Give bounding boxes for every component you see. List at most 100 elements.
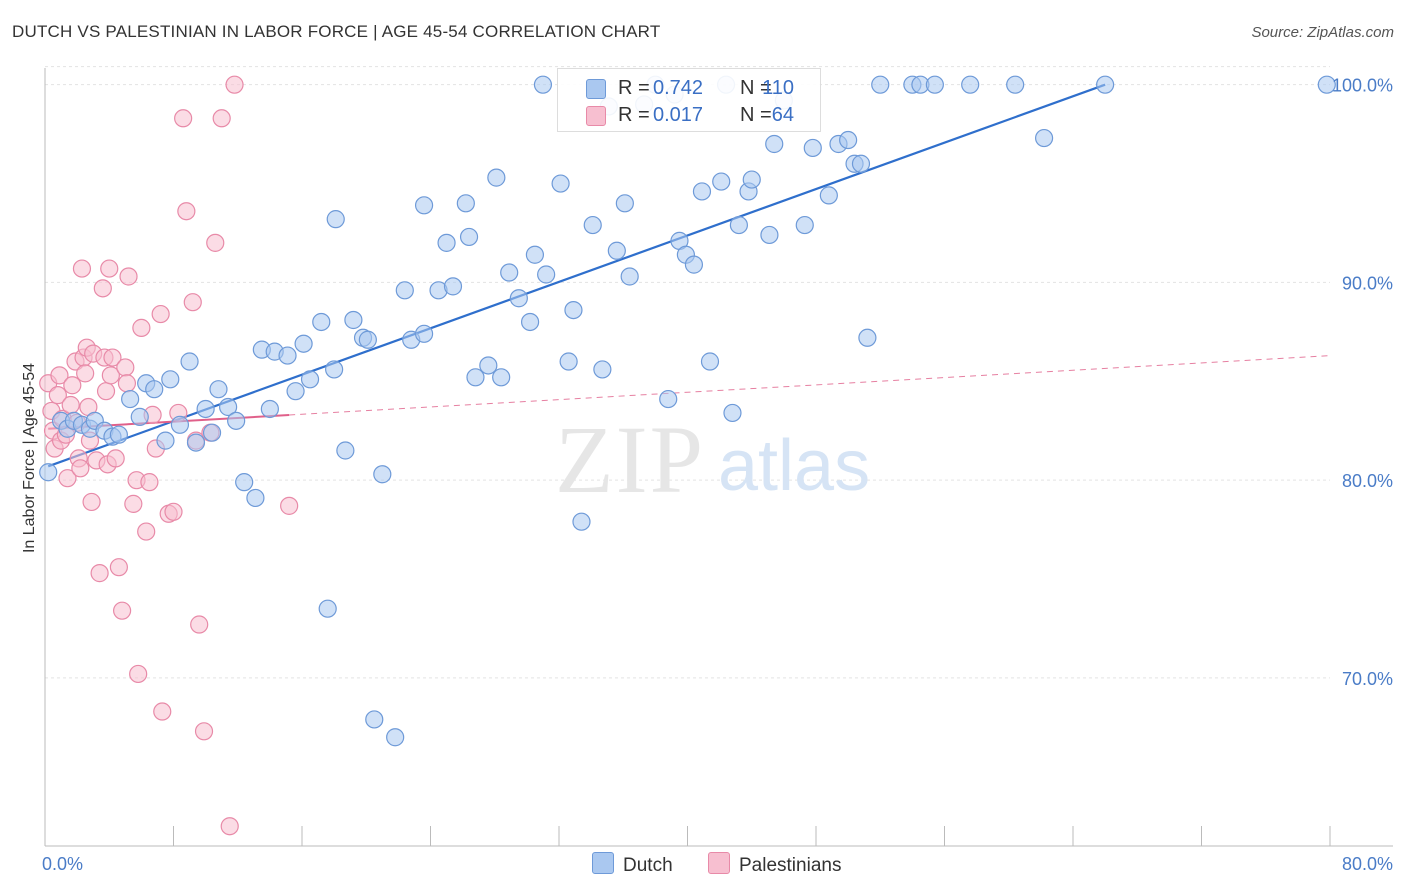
palestinians-point [220, 817, 239, 836]
palestinians-point [96, 382, 116, 401]
dutch-point [620, 267, 639, 286]
dutch-point [286, 382, 305, 401]
dutch-point [414, 324, 434, 343]
palestinians-point [76, 364, 95, 383]
dutch-point [344, 310, 363, 330]
dutch-point [871, 75, 890, 94]
x-tick-label-min: 0.0% [42, 854, 83, 874]
dutch-point [607, 241, 626, 260]
dutch-point [325, 360, 344, 379]
palestinians-legend-label: Palestinians [739, 855, 842, 876]
dutch-point [593, 360, 612, 379]
palestinians-point [116, 358, 135, 377]
palestinians-point [106, 449, 125, 468]
palestinians-points [39, 75, 299, 836]
dutch-point [246, 488, 265, 508]
dutch-point [765, 134, 784, 154]
y-tick-labels: 70.0% 80.0% 90.0% 100.0% [1332, 76, 1393, 689]
series-legend: Dutch Palestinians [0, 852, 1406, 878]
palestinians-point [50, 366, 69, 385]
dutch-point [851, 154, 871, 173]
palestinians-point [101, 366, 120, 385]
palestinians-point [63, 376, 82, 395]
dutch-point [723, 403, 742, 423]
dutch-point [803, 138, 822, 158]
legend-item-palestinians[interactable]: Palestinians [708, 852, 841, 877]
dutch-point [358, 330, 377, 349]
watermark: ZIP atlas [555, 406, 870, 513]
dutch-point [170, 415, 190, 434]
palestinians-point [153, 702, 172, 721]
legend-item-dutch[interactable]: Dutch [592, 852, 673, 877]
dutch-point [572, 512, 591, 531]
legend-n-value: 64 [771, 104, 794, 126]
dutch-point [760, 225, 779, 245]
palestinians-point [103, 348, 122, 367]
palestinians-point [212, 109, 231, 128]
palestinians-point [119, 267, 138, 286]
dutch-point [819, 186, 838, 205]
dutch-point [373, 465, 392, 484]
dutch-point [161, 370, 180, 389]
palestinians-point [100, 259, 119, 278]
palestinians-point [190, 615, 209, 634]
dutch-point [260, 399, 279, 419]
dutch-point [227, 411, 246, 430]
palestinians-point [132, 318, 151, 337]
dutch-point [684, 255, 704, 274]
dutch-point [795, 215, 814, 235]
dutch-point [525, 245, 545, 264]
y-tick-label: 80.0% [1342, 471, 1393, 491]
dutch-point [500, 263, 519, 282]
palestinians-point [112, 601, 132, 620]
dutch-point [365, 710, 384, 729]
legend-n-label: N = [740, 77, 772, 99]
dutch-point [1096, 75, 1115, 94]
palestinians-point [129, 664, 148, 684]
dutch-point [712, 172, 731, 191]
dutch-point [479, 356, 498, 375]
dutch-point [156, 431, 175, 450]
dutch-point [278, 346, 297, 365]
chart-title: DUTCH VS PALESTINIAN IN LABOR FORCE | AG… [12, 22, 661, 41]
dutch-legend-label: Dutch [623, 855, 673, 876]
dutch-point [551, 174, 570, 193]
dutch-point [121, 389, 140, 409]
dutch-point [414, 196, 434, 215]
palestinians-point [71, 459, 90, 478]
dutch-point [395, 281, 414, 300]
palestinians-point [124, 494, 143, 513]
dutch-point [336, 441, 355, 460]
palestinians-point [174, 109, 193, 128]
palestinians-point [177, 202, 196, 221]
dutch-point [209, 380, 228, 399]
dutch-point [1317, 75, 1336, 94]
palestinians-legend-swatch [708, 852, 730, 874]
dutch-point [509, 289, 528, 308]
palestinians-point [82, 492, 101, 512]
dutch-points [39, 75, 1336, 747]
palestinians-point [140, 473, 159, 492]
grid-lines [45, 66, 1330, 679]
dutch-point [615, 194, 634, 213]
palestinians-point [72, 259, 92, 278]
palestinians-point [225, 75, 244, 94]
legend-n-value: 110 [762, 77, 794, 99]
dutch-point [700, 352, 720, 371]
dutch-swatch [586, 79, 606, 99]
palestinians-swatch [586, 106, 606, 126]
palestinians-point [194, 722, 214, 741]
palestinians-point [164, 502, 183, 521]
dutch-point [583, 215, 602, 235]
dutch-point [443, 277, 463, 296]
palestinians-point [206, 233, 225, 252]
legend-r-label: R = [618, 104, 650, 126]
dutch-point [839, 130, 858, 150]
dutch-point [537, 265, 556, 284]
dutch-point [202, 423, 222, 442]
palestinians-point [58, 469, 77, 488]
source-label: Source: ZipAtlas.com [1251, 24, 1394, 41]
legend-r-value: 0.742 [653, 77, 704, 99]
dutch-point [559, 352, 578, 371]
